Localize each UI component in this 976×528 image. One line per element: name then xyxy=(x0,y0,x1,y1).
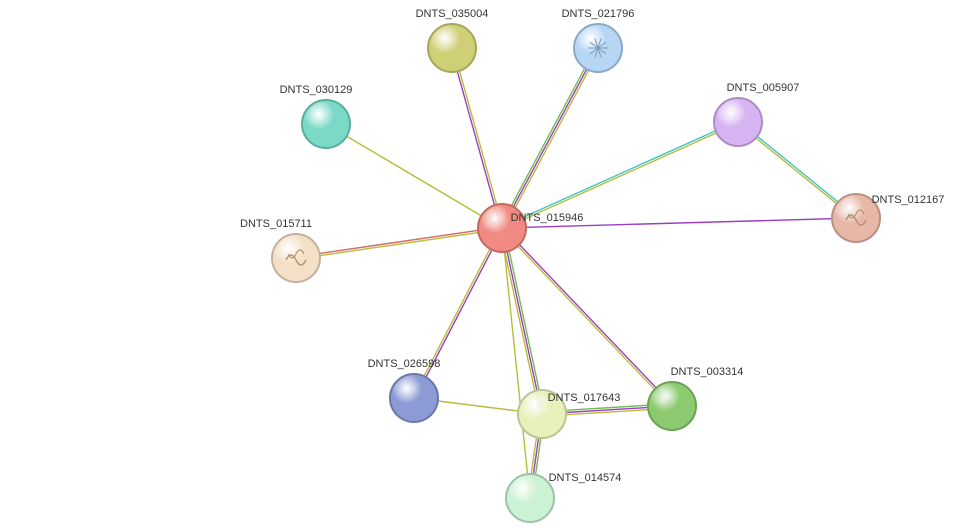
edge xyxy=(296,227,502,257)
node-DNTS_012167[interactable] xyxy=(832,194,880,242)
network-graph xyxy=(0,0,976,528)
node-DNTS_015711[interactable] xyxy=(272,234,320,282)
node-DNTS_003314[interactable] xyxy=(648,382,696,430)
edge xyxy=(453,48,503,228)
nodes-group xyxy=(272,24,880,522)
edge xyxy=(502,228,530,498)
edge xyxy=(502,121,738,227)
edge xyxy=(504,228,544,414)
node-DNTS_026598[interactable] xyxy=(390,374,438,422)
edge xyxy=(502,123,738,229)
node-DNTS_014574[interactable] xyxy=(506,474,554,522)
edges-group xyxy=(296,47,857,498)
edge xyxy=(502,228,542,414)
edge xyxy=(500,228,540,414)
edge xyxy=(500,47,596,227)
node-DNTS_017643[interactable] xyxy=(518,390,566,438)
edge xyxy=(503,227,673,405)
edge xyxy=(451,48,501,228)
node-DNTS_021796[interactable] xyxy=(574,24,622,72)
edge xyxy=(504,49,600,229)
edge xyxy=(415,229,503,399)
node-DNTS_030129[interactable] xyxy=(302,100,350,148)
edge xyxy=(502,218,856,228)
node-DNTS_015946[interactable] xyxy=(478,204,526,252)
node-DNTS_035004[interactable] xyxy=(428,24,476,72)
node-DNTS_005907[interactable] xyxy=(714,98,762,146)
edge xyxy=(413,227,501,397)
edge xyxy=(502,48,598,228)
edge xyxy=(296,229,502,259)
edge xyxy=(501,229,671,407)
